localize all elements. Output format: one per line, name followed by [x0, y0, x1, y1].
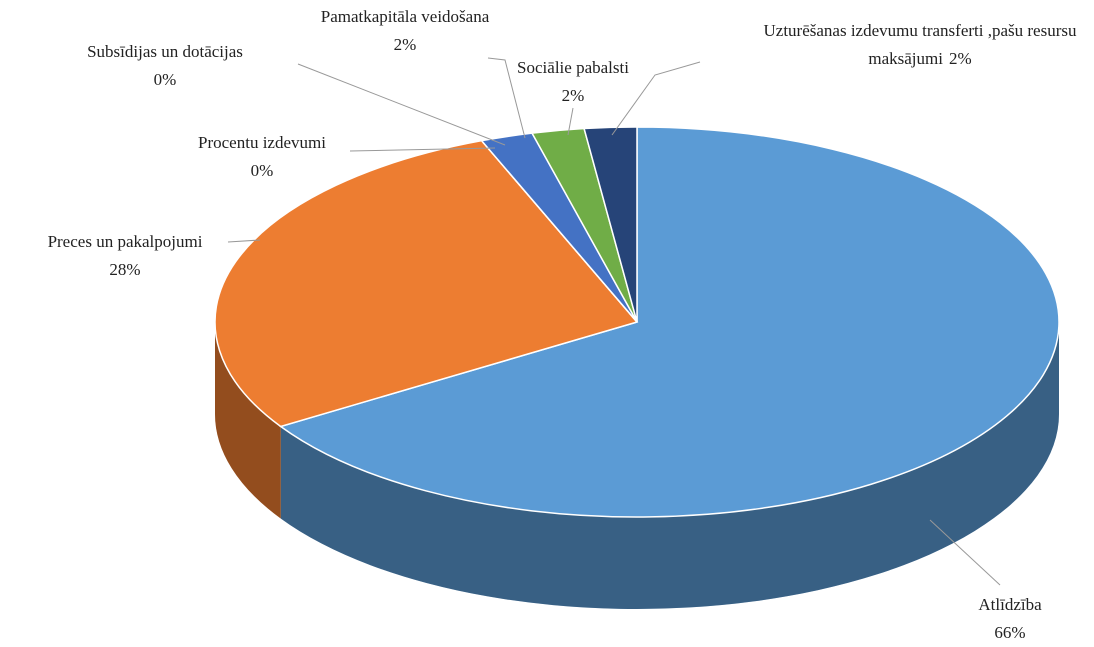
data-label: Procentu izdevumi 0%	[198, 129, 326, 185]
value-label: 2%	[561, 86, 585, 105]
category-name: Atlīdzība	[978, 595, 1042, 614]
data-label: Atlīdzība 66%	[978, 591, 1041, 647]
value-label: 0%	[153, 70, 177, 89]
category-name: Sociālie pabalsti	[517, 58, 629, 77]
leader-line	[349, 147, 496, 152]
value-label: 2%	[393, 35, 417, 54]
slice	[214, 139, 639, 428]
value-label: 66%	[994, 623, 1026, 642]
category-name: Procentu izdevumi	[198, 133, 326, 152]
leader-line	[929, 519, 1001, 586]
leader-line	[567, 107, 574, 136]
data-label: Preces un pakalpojumi 28%	[48, 228, 203, 284]
value-label: 28%	[109, 260, 141, 279]
leader-line	[297, 63, 506, 146]
slice-side	[280, 322, 1059, 610]
slice-side-shade	[280, 322, 1059, 610]
data-label: Uzturēšanas izdevumu transferti ,pašu re…	[740, 17, 1094, 73]
leader-line	[227, 239, 261, 243]
value-label: 0%	[250, 161, 274, 180]
slice-side	[215, 322, 281, 519]
data-label: Pamatkapitāla veidošana 2%	[321, 3, 490, 59]
slice	[583, 126, 638, 323]
category-name: Preces un pakalpojumi	[47, 232, 203, 251]
data-label: Subsīdijas un dotācijas 0%	[87, 38, 243, 94]
slice	[279, 126, 1060, 518]
category-name: Subsīdijas un dotācijas	[87, 42, 243, 61]
leader-line	[487, 57, 526, 139]
category-name: Uzturēšanas izdevumu transferti ,pašu re…	[763, 21, 1077, 68]
leader-line	[611, 61, 701, 136]
data-label: Sociālie pabalsti 2%	[517, 54, 629, 110]
slice-side-shade	[215, 322, 281, 519]
category-name: Pamatkapitāla veidošana	[320, 7, 490, 26]
value-label: 2%	[948, 49, 972, 68]
